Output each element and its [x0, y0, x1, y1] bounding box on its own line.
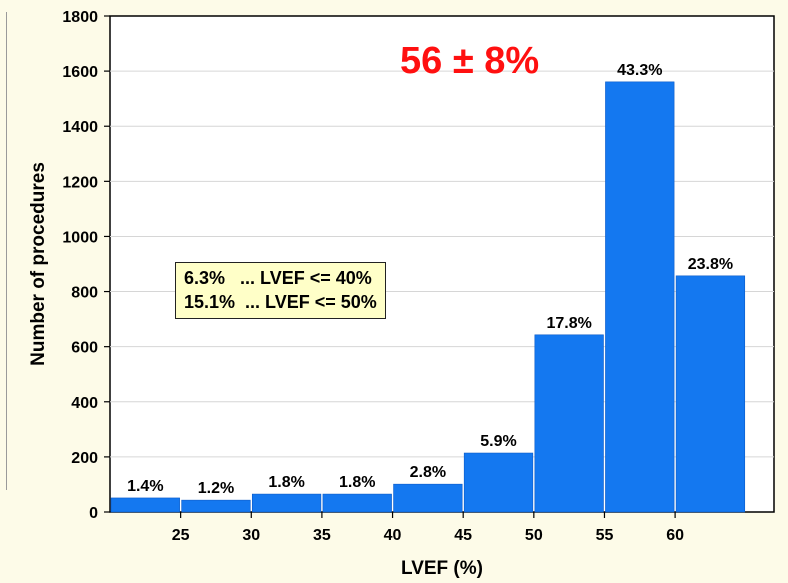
x-tick-label: 25	[172, 527, 190, 544]
bar-label: 23.8%	[688, 256, 733, 273]
bar	[534, 334, 604, 513]
bar-label: 17.8%	[546, 315, 591, 332]
bar	[675, 275, 746, 513]
mean-annotation: 56 ± 8%	[400, 40, 540, 82]
bar	[393, 483, 463, 513]
bar	[181, 499, 251, 513]
stats-line-2: 15.1% ... LVEF <= 50%	[184, 292, 377, 312]
y-tick-label: 0	[89, 505, 98, 522]
stats-line-1: 6.3% ... LVEF <= 40%	[184, 268, 372, 288]
bar-label: 43.3%	[617, 62, 662, 79]
left-edge-line	[6, 12, 7, 490]
bar-labels: 1.4% 1.2% 1.8% 1.8% 2.8% 5.9% 17.8% 43.3% 23.8%	[127, 62, 733, 497]
y-tick-label: 800	[71, 285, 98, 302]
y-tick-label: 1800	[62, 9, 98, 26]
y-tick-label: 1200	[62, 174, 98, 191]
x-tick-label: 50	[525, 527, 543, 544]
bar	[110, 497, 180, 513]
y-tick-label: 600	[71, 340, 98, 357]
bar	[605, 81, 675, 513]
x-tick-label: 35	[313, 527, 331, 544]
y-tick-label: 1000	[62, 229, 98, 246]
bar	[322, 493, 392, 513]
stats-box: 6.3% ... LVEF <= 40% 15.1% ... LVEF <= 5…	[175, 262, 386, 319]
x-tick-label: 40	[384, 527, 402, 544]
x-tick-label: 30	[242, 527, 260, 544]
x-axis-label: LVEF (%)	[401, 558, 483, 579]
bars	[110, 81, 746, 513]
bar	[251, 493, 322, 513]
x-tick-label: 55	[596, 527, 614, 544]
x-axis-ticks: 25 30 35 40 45 50 55 60	[172, 512, 684, 544]
x-tick-label: 45	[454, 527, 472, 544]
y-tick-label: 1400	[62, 119, 98, 136]
y-tick-label: 200	[71, 450, 98, 467]
y-axis-label: Number of procedures	[28, 162, 49, 366]
y-axis-ticks: 0 200 400 600 800 1000 1200 1400 1600 1800	[62, 9, 110, 522]
bar	[463, 452, 534, 513]
bar-label: 1.2%	[198, 480, 234, 497]
x-tick-label: 60	[666, 527, 684, 544]
bar-label: 1.8%	[339, 474, 375, 491]
bar-label: 5.9%	[480, 433, 516, 450]
bar-label: 1.8%	[268, 474, 304, 491]
y-tick-label: 400	[71, 395, 98, 412]
bar-label: 1.4%	[127, 478, 163, 495]
bar-label: 2.8%	[410, 464, 446, 481]
y-tick-label: 1600	[62, 64, 98, 81]
